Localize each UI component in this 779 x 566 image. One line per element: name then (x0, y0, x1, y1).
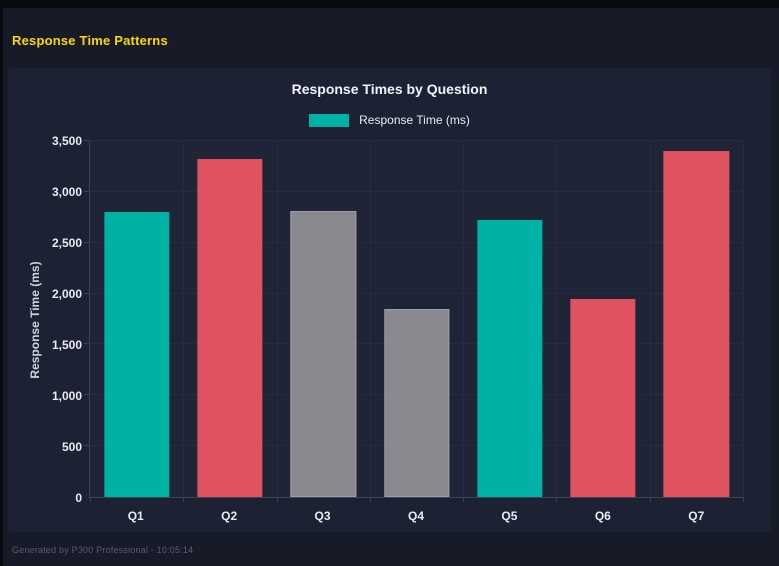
y-axis-tick-mark (84, 445, 90, 447)
x-axis-tick-mark (183, 497, 185, 502)
x-axis-tick-mark (556, 497, 558, 502)
gridline-horizontal (90, 241, 743, 243)
x-axis-tick-mark (463, 497, 465, 502)
legend-swatch-icon (309, 113, 350, 127)
y-axis-tick-mark (84, 343, 90, 345)
x-axis-tick-mark (90, 497, 91, 502)
page-title: Response Time Patterns (12, 33, 168, 48)
window-top-strip (0, 0, 779, 8)
x-axis-tick-mark (369, 497, 371, 502)
bar-q6[interactable] (570, 298, 636, 497)
bar-q2[interactable] (197, 159, 263, 497)
x-axis-tick-mark (743, 497, 744, 502)
x-axis-tick-label: Q5 (501, 509, 518, 523)
y-axis-tick-mark (84, 292, 90, 294)
y-axis-tick-mark (84, 241, 90, 243)
chart-title: Response Times by Question (291, 81, 488, 97)
bar-q4[interactable] (383, 308, 450, 497)
gridline-horizontal (90, 190, 743, 192)
y-axis-tick-label: 2,000 (51, 287, 82, 301)
x-axis-tick-label: Q7 (688, 509, 705, 523)
legend-label: Response Time (ms) (359, 113, 470, 127)
bar-q3[interactable] (290, 211, 356, 497)
x-axis-tick-label: Q3 (314, 509, 331, 523)
y-axis-tick-labels: 0 500 1,000 1,500 2,000 2,500 3,000 3,500 (14, 134, 82, 505)
bar-q7[interactable] (663, 151, 729, 497)
y-axis-tick-label: 3,000 (51, 185, 82, 199)
gridline-horizontal (90, 292, 743, 294)
gridline-vertical (743, 141, 744, 497)
y-axis-tick-label: 1,500 (51, 338, 82, 352)
chart-card: Response Times by Question Response Time… (8, 68, 771, 532)
y-axis-tick-label: 500 (61, 440, 82, 454)
x-axis-tick-labels: Q1 Q2 Q3 Q4 Q5 Q6 Q7 (89, 509, 743, 525)
y-axis-tick-label: 0 (75, 491, 82, 505)
bar-q1[interactable] (103, 212, 170, 497)
gridline-vertical (649, 141, 651, 497)
chart-legend[interactable]: Response Time (ms) (8, 113, 771, 127)
footer-status-text: Generated by P300 Professional - 10:05:1… (12, 545, 194, 555)
x-axis-tick-mark (649, 497, 651, 502)
x-axis-tick-label: Q4 (407, 509, 425, 523)
gridline-vertical (183, 141, 185, 497)
plot-area (84, 140, 744, 502)
x-axis-tick-label: Q6 (594, 509, 611, 523)
window-left-strip (0, 0, 3, 566)
gridline-vertical (276, 141, 278, 497)
gridline-horizontal (90, 140, 743, 141)
y-axis-tick-mark (84, 394, 90, 396)
x-axis-tick-label: Q2 (221, 509, 238, 523)
gridline-vertical (369, 141, 371, 497)
y-axis-tick-label: 1,000 (51, 389, 82, 403)
y-axis-tick-mark (84, 140, 90, 141)
gridline-vertical (463, 141, 465, 497)
y-axis-tick-mark (84, 190, 90, 192)
x-axis-tick-label: Q1 (127, 509, 144, 523)
y-axis-tick-label: 2,500 (51, 236, 82, 250)
x-axis-tick-mark (276, 497, 278, 502)
gridline-vertical (556, 141, 558, 497)
y-axis-tick-label: 3,500 (51, 134, 82, 148)
bar-q5[interactable] (477, 220, 543, 497)
